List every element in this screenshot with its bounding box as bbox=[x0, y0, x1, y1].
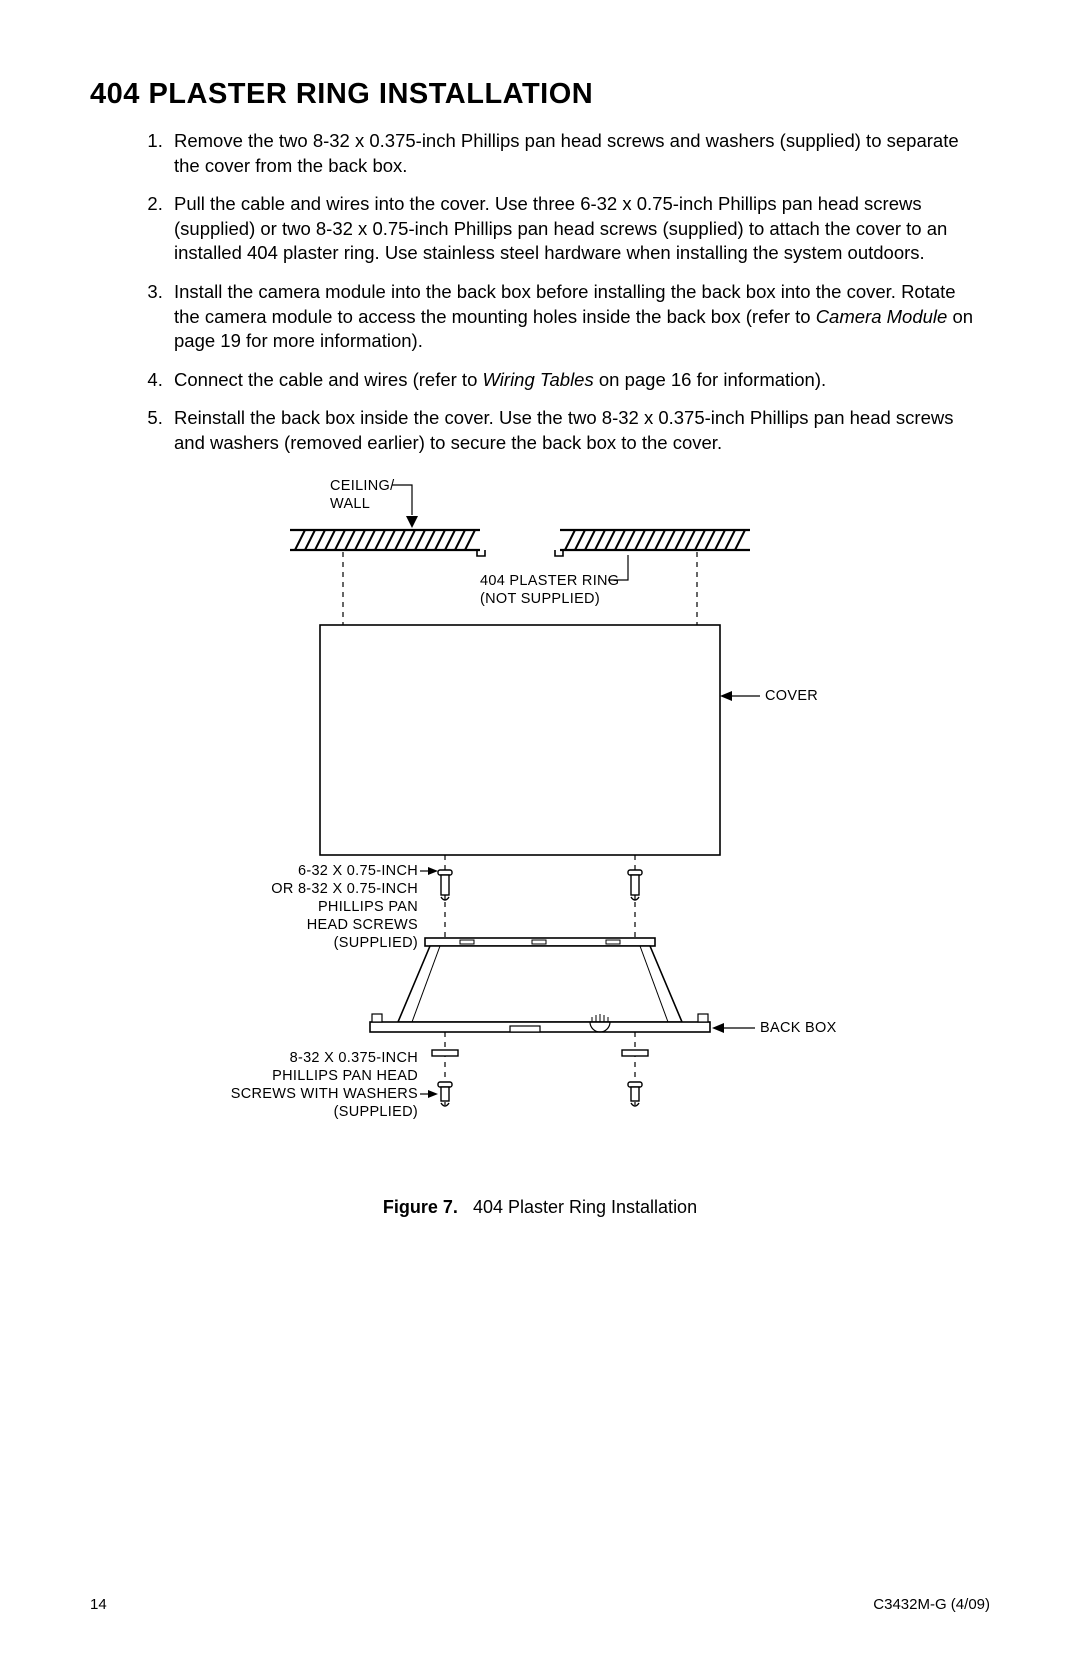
label-screws-b-3: SCREWS WITH WASHERS bbox=[231, 1086, 418, 1102]
page-title: 404 PLASTER RING INSTALLATION bbox=[90, 78, 990, 111]
page: 404 PLASTER RING INSTALLATION Remove the… bbox=[0, 0, 1080, 1669]
page-footer: 14 C3432M-G (4/09) bbox=[90, 1596, 990, 1613]
label-screws-a-3: PHILLIPS PAN bbox=[318, 899, 418, 915]
ceiling-hatch-left bbox=[290, 530, 480, 550]
label-screws-a-4: HEAD SCREWS bbox=[307, 917, 418, 933]
label-screws-b-4: (SUPPLIED) bbox=[334, 1104, 418, 1120]
label-screws-a-1: 6-32 X 0.75-INCH bbox=[298, 863, 418, 879]
figure-number: Figure 7. bbox=[383, 1197, 458, 1217]
step-item: Remove the two 8-32 x 0.375-inch Phillip… bbox=[168, 129, 978, 178]
cover-box bbox=[320, 625, 720, 855]
step-list: Remove the two 8-32 x 0.375-inch Phillip… bbox=[140, 129, 990, 456]
step-item: Connect the cable and wires (refer to Wi… bbox=[168, 368, 978, 393]
label-cover: COVER bbox=[765, 688, 818, 704]
screw-upper-left bbox=[438, 870, 452, 900]
diagram-svg: CEILING/ WALL bbox=[160, 470, 920, 1170]
figure: CEILING/ WALL bbox=[90, 470, 990, 1218]
page-number: 14 bbox=[90, 1596, 107, 1613]
label-plaster-ring-2: (NOT SUPPLIED) bbox=[480, 591, 600, 607]
screw-upper-right bbox=[628, 870, 642, 900]
label-screws-b-1: 8-32 X 0.375-INCH bbox=[290, 1050, 418, 1066]
back-box bbox=[370, 938, 710, 1032]
step-item: Install the camera module into the back … bbox=[168, 280, 978, 354]
label-ceiling: CEILING/ bbox=[330, 478, 395, 494]
label-screws-a-2: OR 8-32 X 0.75-INCH bbox=[271, 881, 418, 897]
label-screws-b-2: PHILLIPS PAN HEAD bbox=[272, 1068, 418, 1084]
step-item: Reinstall the back box inside the cover.… bbox=[168, 406, 978, 455]
ceiling-hatch-right bbox=[560, 530, 750, 550]
figure-caption-text: 404 Plaster Ring Installation bbox=[473, 1197, 697, 1217]
label-plaster-ring-1: 404 PLASTER RING bbox=[480, 573, 619, 589]
label-screws-a-5: (SUPPLIED) bbox=[334, 935, 418, 951]
label-back-box: BACK BOX bbox=[760, 1020, 837, 1036]
step-item: Pull the cable and wires into the cover.… bbox=[168, 192, 978, 266]
doc-id: C3432M-G (4/09) bbox=[873, 1596, 990, 1613]
label-wall: WALL bbox=[330, 496, 370, 512]
figure-caption: Figure 7. 404 Plaster Ring Installation bbox=[90, 1197, 990, 1218]
